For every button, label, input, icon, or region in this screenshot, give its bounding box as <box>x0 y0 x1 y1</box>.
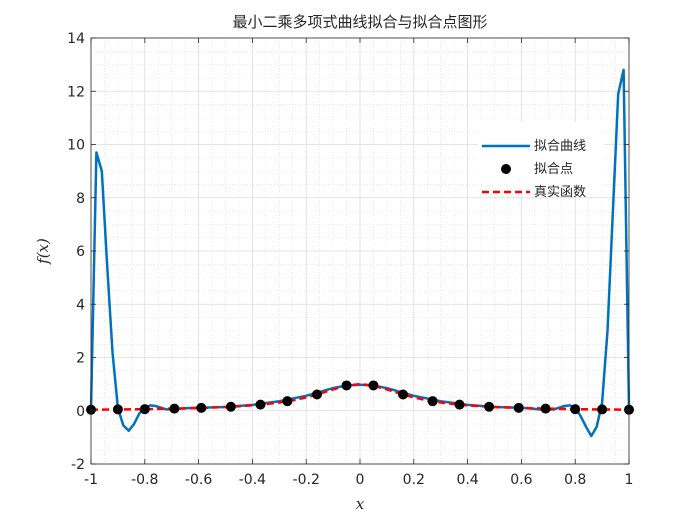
legend-label-fit-curve: 拟合曲线 <box>534 139 586 154</box>
y-tick-label: 4 <box>76 297 85 313</box>
chart-title: 最小二乘多项式曲线拟合与拟合点图形 <box>232 13 487 31</box>
legend-box <box>478 122 604 194</box>
fit-point-marker <box>341 380 352 391</box>
y-tick-label: -2 <box>71 457 85 473</box>
x-tick-label: -0.6 <box>185 472 212 488</box>
fit-point-marker <box>112 404 123 415</box>
y-tick-label: 10 <box>67 138 85 154</box>
legend-label-fit-points: 拟合点 <box>534 162 573 177</box>
legend-label-true-function: 真实函数 <box>534 185 586 200</box>
fit-point-marker <box>169 403 180 414</box>
y-tick-label: 8 <box>76 191 85 207</box>
x-tick-label: 0.8 <box>564 472 586 488</box>
fit-point-marker <box>484 401 495 412</box>
fit-point-marker <box>570 404 581 415</box>
y-axis-ticks: -2 0 2 4 6 8 10 12 14 <box>67 31 629 473</box>
fit-point-marker <box>368 380 379 391</box>
y-tick-label: 14 <box>67 31 85 47</box>
x-tick-label: 0 <box>356 472 365 488</box>
fit-point-marker <box>427 396 438 407</box>
fit-point-marker <box>225 401 236 412</box>
fit-point-marker <box>311 389 322 400</box>
fit-point-marker <box>540 403 551 414</box>
x-tick-label: 0.2 <box>403 472 425 488</box>
fit-point-marker <box>398 389 409 400</box>
fit-point-marker <box>282 396 293 407</box>
series-line-fit-curve <box>89 68 631 438</box>
x-tick-label: 1 <box>625 472 634 488</box>
fit-point-marker <box>196 402 207 413</box>
x-tick-label: -0.8 <box>131 472 158 488</box>
x-tick-label: -0.4 <box>239 472 266 488</box>
legend-swatch-fit-points <box>501 164 511 174</box>
y-tick-label: 0 <box>76 404 85 420</box>
x-axis-ticks: -1 -0.8 -0.6 -0.4 -0.2 0 0.2 0.4 0.6 0.8 1 <box>84 38 633 488</box>
series-line-true-function <box>90 382 630 411</box>
y-axis-label: f(x) <box>34 238 52 265</box>
x-tick-label: 0.6 <box>510 472 532 488</box>
fit-point-marker <box>255 399 266 410</box>
x-tick-label: -0.2 <box>293 472 320 488</box>
y-tick-label: 12 <box>67 84 85 100</box>
x-tick-label: 0.4 <box>456 472 478 488</box>
fit-point-marker <box>139 404 150 415</box>
fit-point-marker <box>454 399 465 410</box>
y-tick-label: 6 <box>76 244 85 260</box>
fit-point-marker <box>513 402 524 413</box>
x-axis-label: x <box>356 495 365 513</box>
fit-point-marker <box>597 404 608 415</box>
series-layer <box>86 68 634 438</box>
y-tick-label: 2 <box>76 351 85 367</box>
x-tick-label: -1 <box>84 472 98 488</box>
